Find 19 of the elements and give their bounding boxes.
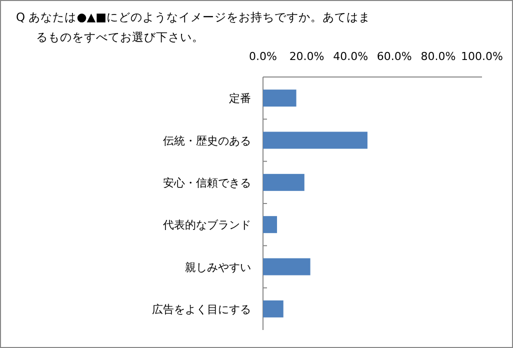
y-tick-label: 親しみやすい bbox=[185, 260, 251, 274]
x-tick-label: 100.0% bbox=[461, 50, 503, 63]
x-tick-label: 20.0% bbox=[289, 50, 324, 63]
bar bbox=[263, 258, 310, 276]
y-tick-label: 広告をよく目にする bbox=[152, 302, 251, 316]
bar bbox=[263, 90, 296, 107]
chart-title: Q あなたは●▲■にどのようなイメージをお持ちですか。あてはまるものをすべてお選び下さい。 bbox=[16, 9, 372, 46]
bar bbox=[263, 300, 284, 318]
x-tick-label: 60.0% bbox=[376, 50, 412, 63]
x-tick-label: 0.0% bbox=[249, 50, 277, 63]
y-tick-label: 安心・信頼できる bbox=[163, 176, 251, 190]
x-tick-label: 40.0% bbox=[333, 50, 368, 63]
bar bbox=[263, 216, 278, 234]
y-tick-label: 代表的なブランド bbox=[162, 218, 251, 232]
y-tick-label: 伝統・歴史のある bbox=[163, 134, 251, 148]
bar bbox=[263, 132, 368, 149]
bar bbox=[263, 174, 304, 191]
x-tick-label: 80.0% bbox=[420, 50, 456, 63]
y-tick-label: 定番 bbox=[229, 92, 251, 106]
